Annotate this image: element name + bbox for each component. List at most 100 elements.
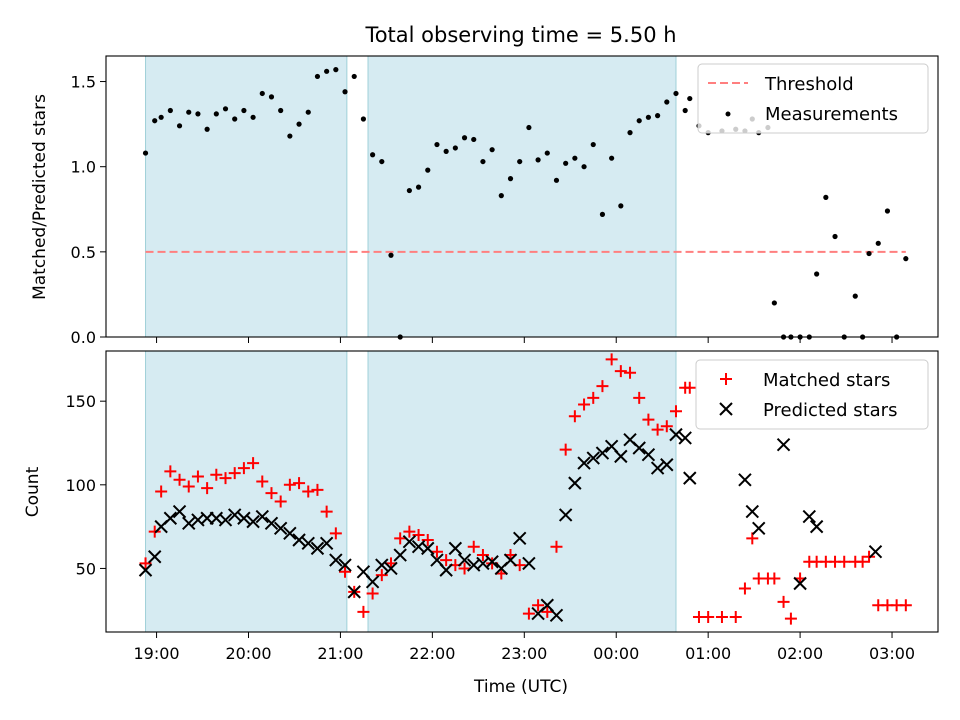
matched-star-point (587, 391, 600, 404)
measurement-point (461, 135, 468, 141)
x-tick-label: 02:00 (777, 644, 823, 663)
measurement-point (645, 114, 652, 120)
matched-star-point (201, 482, 214, 495)
top-panel: 0.0 0.5 1.0 1.5 Matched/Predicted stars Thr… (30, 55, 939, 347)
measurement-point (581, 164, 587, 170)
x-tick-label: 01:00 (685, 644, 731, 663)
measurement-point (572, 155, 578, 161)
measurement-point (379, 158, 385, 165)
predicted-star-point (329, 553, 343, 567)
matched-star-point (777, 595, 790, 608)
measurement-point (232, 116, 238, 122)
matched-star-point (182, 480, 195, 493)
measurement-point (443, 148, 449, 154)
bottom-panel: 50 100 150 19:00 20:00 21:00 22:00 23:00 00:00 0… (23, 350, 939, 697)
measurement-point (370, 152, 376, 158)
matched-star-point (339, 565, 352, 578)
measurement-point (176, 123, 183, 129)
predicted-star-point (237, 511, 251, 525)
predicted-legend-swatch (719, 402, 733, 416)
matched-star-point (329, 527, 342, 540)
matched-star-point (311, 483, 324, 496)
measurement-point (388, 252, 394, 258)
matched-star-point (624, 366, 637, 379)
predicted-star-point (793, 576, 807, 591)
measurement-point (480, 158, 486, 165)
predicted-star-point (375, 558, 389, 572)
measurement-point (832, 233, 838, 240)
measurement-point (324, 68, 330, 74)
matched-star-point (633, 391, 646, 404)
measurement-point (627, 130, 633, 136)
measurements-legend-label: Measurements (765, 104, 898, 125)
predicted-star-point (650, 461, 665, 475)
matched-star-point (412, 528, 425, 541)
measurement-point (535, 157, 541, 163)
predicted-star-point (393, 548, 407, 562)
predicted-star-point (558, 508, 573, 522)
matched-star-point (148, 525, 161, 538)
measurement-point (875, 240, 881, 246)
measurement-point (287, 133, 293, 139)
predicted-star-point (227, 508, 242, 522)
predicted-star-point (264, 516, 279, 530)
bottom-axes-frame (105, 350, 939, 633)
predicted-star-point (614, 449, 628, 464)
measurement-point (814, 271, 820, 277)
measurement-point (673, 90, 679, 97)
matched-star-point (660, 420, 673, 433)
measurement-point (241, 107, 247, 114)
predicted-star-point (347, 585, 361, 599)
measurement-point (498, 193, 504, 199)
predicted-star-point (163, 511, 178, 525)
measurement-point (425, 167, 431, 173)
measurement-point (186, 109, 192, 115)
matched-star-point (265, 487, 278, 500)
matched-star-point (784, 612, 797, 625)
predicted-star-point (448, 541, 463, 556)
bottom-x-axis-label: Time (UTC) (473, 677, 568, 697)
predicted-star-point (485, 555, 499, 569)
measurement-point (204, 126, 210, 132)
measurement-point (771, 300, 777, 306)
matched-star-point (302, 485, 315, 498)
matched-star-point (541, 605, 554, 618)
matched-star-point (863, 550, 876, 563)
predicted-star-point (738, 473, 752, 487)
predicted-star-point (503, 553, 518, 567)
predicted-star-point (384, 561, 398, 576)
predicted-star-point (255, 509, 269, 524)
matched-star-point (605, 353, 618, 366)
measurement-point (526, 124, 532, 131)
matched-star-point (155, 485, 168, 498)
measurement-point (278, 107, 284, 114)
matched-star-point (357, 605, 370, 618)
x-tick-label: 20:00 (225, 644, 271, 663)
predicted-star-point (172, 504, 187, 519)
matched-stars-series (139, 353, 912, 625)
measurement-point (434, 141, 440, 148)
measurement-point (296, 121, 302, 127)
x-tick-label: 19:00 (134, 644, 180, 663)
predicted-star-point (365, 575, 380, 589)
measurement-point (213, 111, 219, 117)
measurement-point (884, 208, 891, 214)
predicted-star-point (802, 509, 817, 524)
predicted-star-point (182, 516, 196, 530)
top-x-axis-ticks (156, 337, 893, 343)
predicted-legend-label: Predicted stars (763, 400, 897, 421)
matched-star-point (274, 495, 287, 508)
measurement-point (866, 250, 872, 257)
predicted-star-point (338, 558, 352, 572)
bottom-legend-box (695, 359, 929, 430)
predicted-star-point (138, 563, 153, 577)
matched-star-point (247, 457, 260, 470)
x-tick-label: 21:00 (317, 644, 363, 663)
predicted-star-point (595, 446, 610, 460)
y-tick-label: 0.0 (71, 328, 96, 347)
matched-star-point (256, 475, 269, 488)
measurement-point (351, 73, 357, 80)
matched-star-point (729, 610, 742, 623)
matched-star-point (768, 572, 781, 585)
matched-star-point (683, 381, 696, 394)
